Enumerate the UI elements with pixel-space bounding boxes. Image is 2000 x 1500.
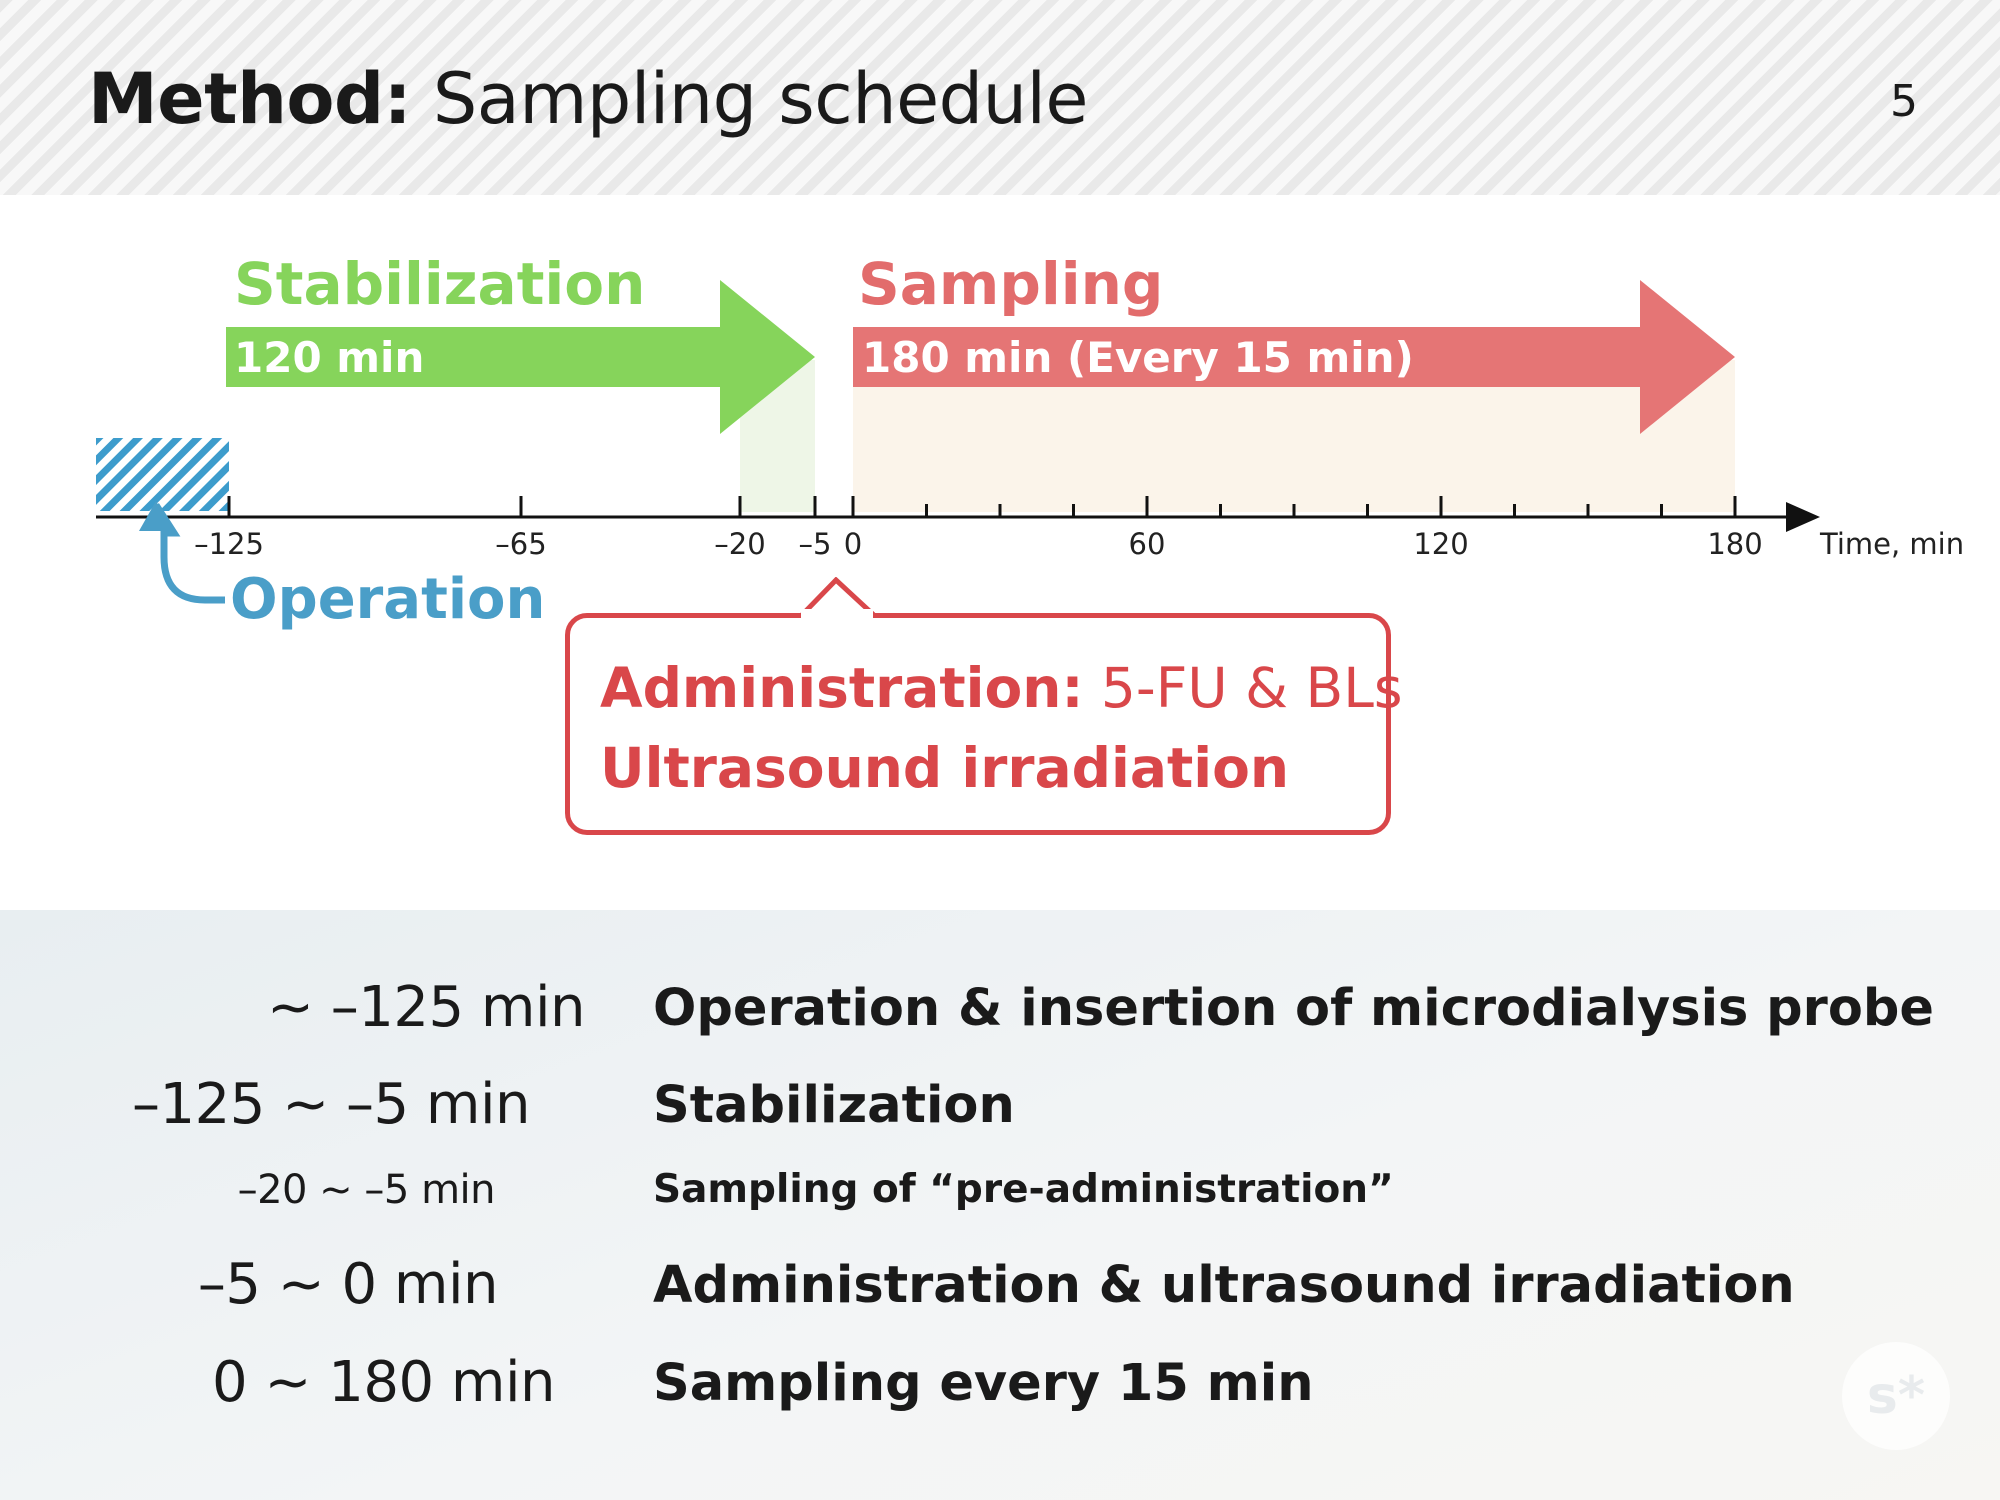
operation-label: Operation: [230, 567, 546, 632]
tick-label: 120: [1413, 527, 1469, 561]
operation-hatch-box: [96, 438, 229, 511]
schedule-range: –20 ~ –5 min: [237, 1167, 496, 1213]
title-bold-part: Method:: [88, 58, 412, 140]
tick-label: 60: [1128, 527, 1166, 561]
schedule-section: ~ –125 min Operation & insertion of micr…: [0, 910, 2000, 1500]
tick-label: –20: [714, 527, 766, 561]
time-axis-arrowhead: [1786, 502, 1820, 532]
operation-pointer-head: [139, 501, 173, 531]
axis-ticks: [227, 496, 1737, 517]
tick-label: 180: [1707, 527, 1763, 561]
stabilization-duration-label: 120 min: [234, 333, 425, 382]
title-rest-part: Sampling schedule: [411, 58, 1089, 140]
schedule-range: ~ –125 min: [266, 975, 586, 1040]
tick-label: –5: [798, 527, 832, 561]
callout-pointer-mask: [801, 609, 873, 619]
sampling-arrow: [853, 280, 1735, 434]
page-number: 5: [1890, 76, 1918, 127]
brand-logo: s*: [1842, 1342, 1950, 1450]
schedule-range: –5 ~ 0 min: [197, 1252, 499, 1317]
callout-line-2: Ultrasound irradiation: [600, 736, 1290, 800]
timeline-diagram: Stabilization 120 min Sampling 180 min (…: [0, 195, 2000, 910]
stabilization-arrow: [226, 280, 815, 434]
tick-label: 0: [843, 527, 863, 561]
callout-drugs-text: 5-FU & BLs: [1083, 656, 1403, 720]
callout-bold-text: Administration:: [600, 656, 1084, 720]
callout-pointer: [798, 577, 878, 617]
callout-line-1: Administration: 5-FU & BLs: [600, 656, 1403, 720]
axis-title: Time, min: [1820, 527, 1965, 561]
slide-header: Method: Sampling schedule 5: [0, 0, 2000, 195]
timeline-graphic: [96, 280, 1820, 604]
administration-callout: Administration: 5-FU & BLs Ultrasound ir…: [565, 613, 1403, 835]
schedule-description: Stabilization: [653, 1076, 1015, 1135]
tick-label: –125: [194, 527, 264, 561]
schedule-range: 0 ~ 180 min: [212, 1350, 555, 1415]
schedule-description: Sampling every 15 min: [653, 1354, 1314, 1413]
tick-label: –65: [495, 527, 547, 561]
schedule-description: Sampling of “pre-administration”: [653, 1167, 1394, 1212]
sampling-title: Sampling: [858, 250, 1164, 318]
sampling-duration-label: 180 min (Every 15 min): [862, 333, 1414, 382]
operation-pointer-arrow: [153, 503, 225, 604]
stabilization-title: Stabilization: [234, 250, 646, 318]
schedule-description: Operation & insertion of microdialysis p…: [653, 979, 1934, 1038]
schedule-description: Administration & ultrasound irradiation: [653, 1256, 1795, 1315]
slide-title: Method: Sampling schedule: [88, 58, 1088, 140]
schedule-range: –125 ~ –5 min: [132, 1072, 530, 1137]
